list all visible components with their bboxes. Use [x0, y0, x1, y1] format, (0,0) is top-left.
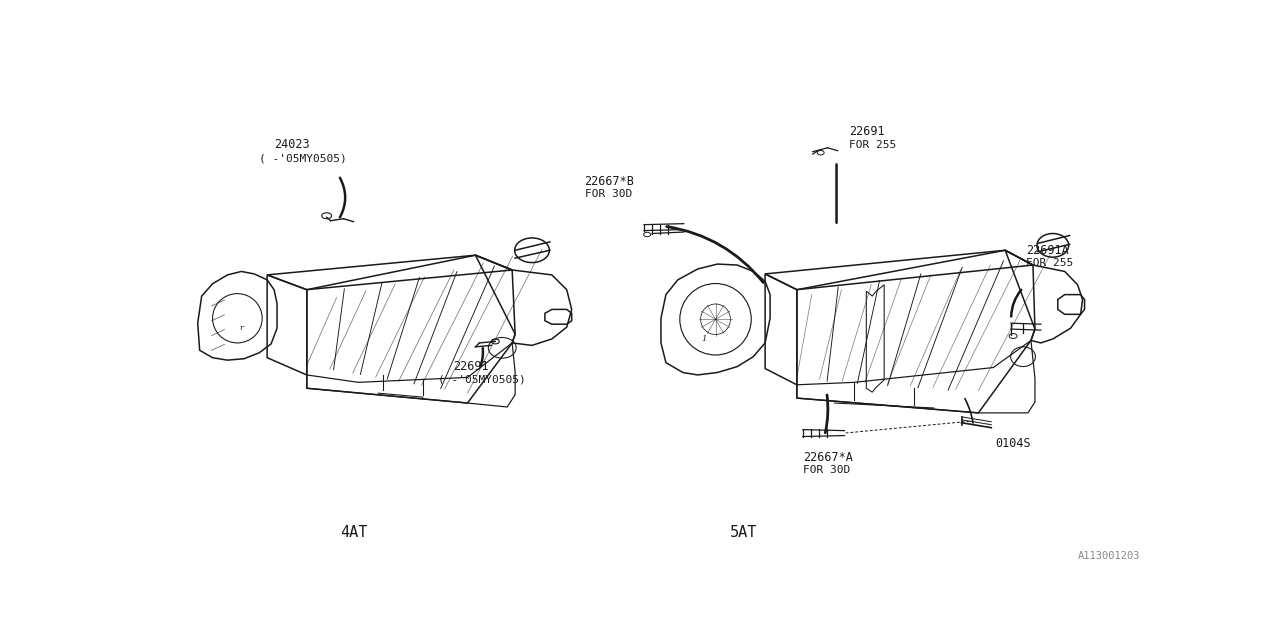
Text: 4AT: 4AT: [339, 525, 367, 540]
Text: A113001203: A113001203: [1078, 551, 1140, 561]
Text: ( -'05MY0505): ( -'05MY0505): [438, 375, 526, 385]
Text: r: r: [239, 324, 243, 332]
Text: 0104S: 0104S: [996, 437, 1030, 451]
Text: 1: 1: [701, 335, 707, 343]
Text: 22691: 22691: [850, 125, 884, 138]
Text: FOR 30D: FOR 30D: [585, 189, 632, 199]
Text: 5AT: 5AT: [730, 525, 756, 540]
Text: 24023: 24023: [274, 138, 310, 151]
Text: 22667*A: 22667*A: [803, 451, 852, 464]
Text: FOR 255: FOR 255: [1027, 258, 1073, 268]
Text: ( -'05MY0505): ( -'05MY0505): [259, 153, 347, 163]
Text: FOR 255: FOR 255: [850, 140, 897, 150]
Text: FOR 30D: FOR 30D: [803, 465, 850, 475]
Text: 22691A: 22691A: [1027, 244, 1069, 257]
Text: 22667*B: 22667*B: [585, 175, 635, 188]
Text: 22691: 22691: [453, 360, 488, 373]
